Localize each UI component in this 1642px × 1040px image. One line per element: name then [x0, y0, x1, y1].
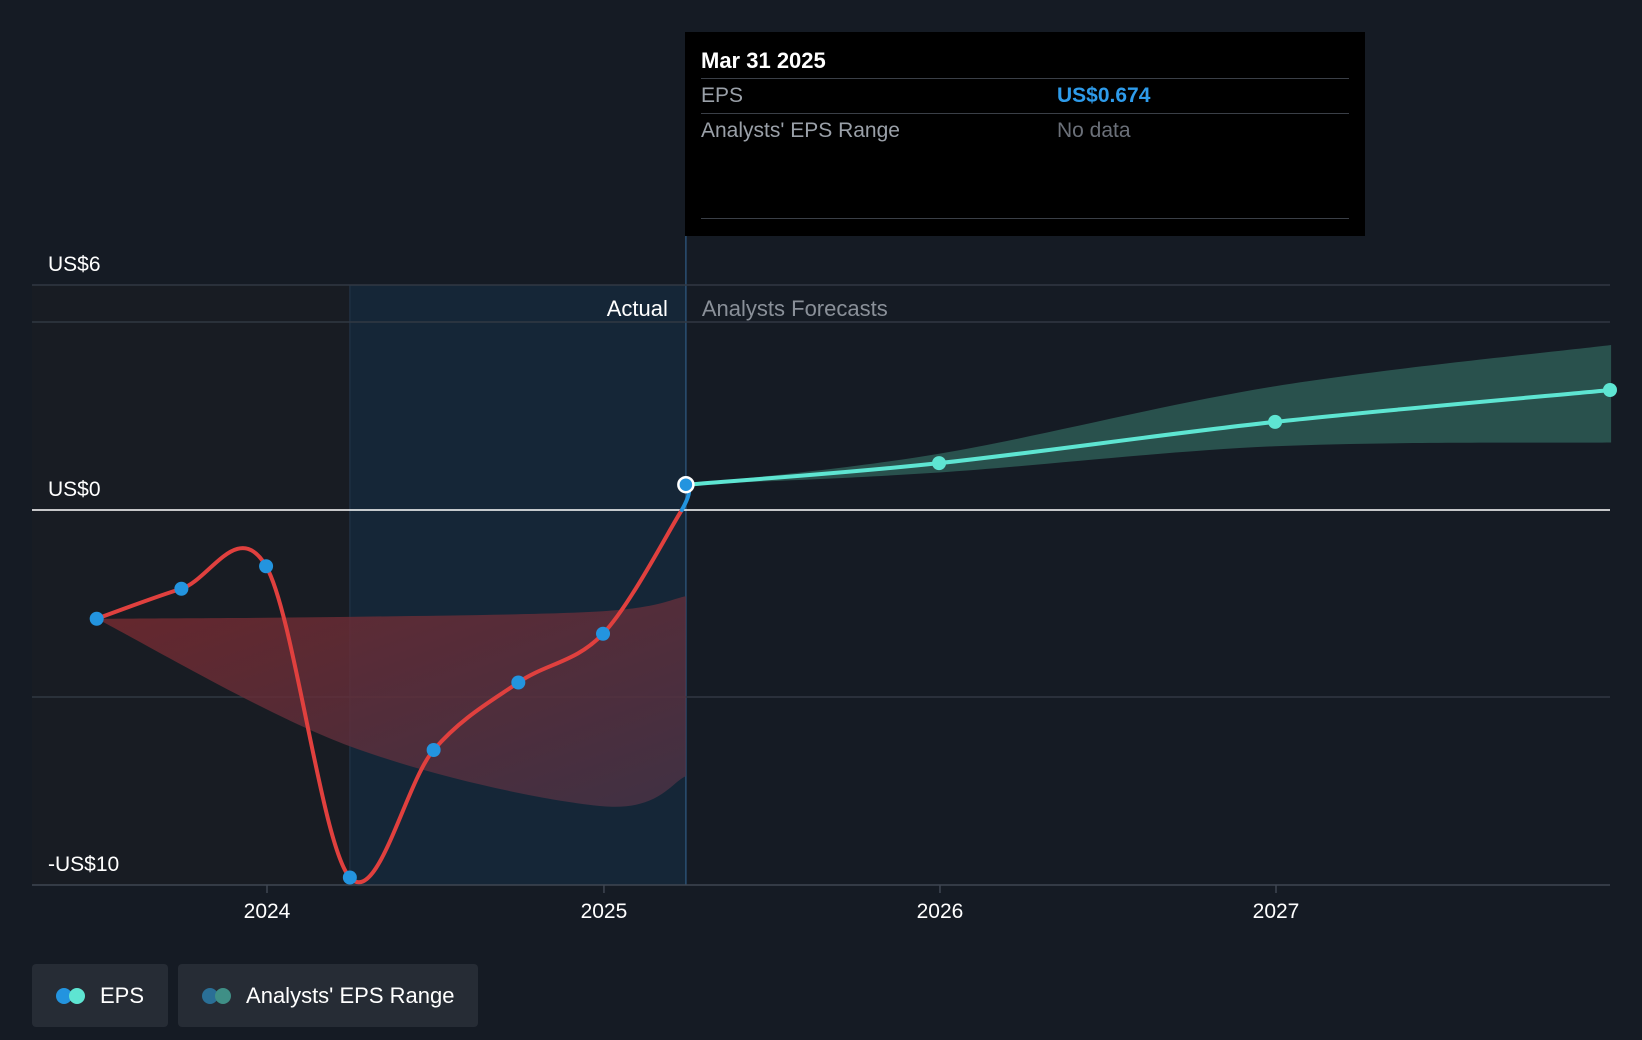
background-layer: [32, 236, 687, 885]
eps-legend-dot-actual: [56, 987, 72, 1004]
eps-forecast-point: [932, 456, 947, 471]
labels-layer: 2024 2025 2026 2027 US$6 US$0 -US$10 Actual Anal…: [48, 253, 1299, 923]
tooltip-eps-row: EPS US$0.674: [701, 78, 1349, 113]
y-tick-label: -US$10: [48, 853, 119, 876]
y-tick-label: US$6: [48, 253, 101, 276]
eps-legend-dot-forecast: [69, 987, 85, 1004]
y-tick-label: US$0: [48, 478, 101, 501]
eps-actual-point: [511, 675, 526, 690]
eps-actual-point: [426, 743, 441, 757]
tooltip-eps-value: US$0.674: [1057, 84, 1151, 107]
legend-eps-label: EPS: [100, 982, 145, 1008]
legend-item-eps[interactable]: EPS: [32, 964, 169, 1027]
eps-actual-point: [174, 581, 189, 596]
chart-legend: EPS Analysts' EPS Range: [32, 964, 479, 1027]
eps-actual-point: [89, 611, 104, 626]
legend-item-eps-range[interactable]: Analysts' EPS Range: [178, 964, 479, 1027]
eps-highlighted-point: [677, 475, 695, 494]
tooltip-divider: [701, 218, 1349, 219]
range-bands-layer: [96, 345, 1612, 807]
x-tick-label: 2027: [1253, 900, 1300, 923]
forecast-region-label: Analysts Forecasts: [702, 296, 888, 321]
eps-actual-point: [259, 559, 274, 574]
tooltip-date: Mar 31 2025: [701, 48, 826, 73]
past-eps-range-band: [96, 596, 686, 807]
forecast-eps-range-band: [685, 345, 1612, 485]
x-tick-label: 2026: [917, 900, 964, 923]
eps-legend-icon: [56, 987, 86, 1004]
eps-actual-point: [342, 870, 357, 885]
x-tick-label: 2025: [581, 900, 628, 923]
range-legend-dot-actual: [202, 987, 219, 1004]
tooltip-range-label: Analysts' EPS Range: [701, 119, 900, 142]
x-tick-label: 2024: [244, 900, 291, 923]
tooltip-range-value: No data: [1057, 119, 1131, 142]
range-legend-dot-forecast: [215, 987, 232, 1004]
eps-forecast-point: [1268, 414, 1283, 429]
eps-points-layer: [89, 383, 1617, 885]
tooltip-eps-label: EPS: [701, 84, 744, 107]
eps-actual-point: [596, 626, 611, 641]
tooltip-range-row: Analysts' EPS Range No data: [701, 113, 1349, 148]
eps-actual-line-negative: [94, 508, 684, 885]
eps-range-legend-icon: [202, 987, 232, 1004]
actual-region-label: Actual: [607, 296, 668, 321]
hover-tooltip: Mar 31 2025 EPS US$0.674 Analysts' EPS R…: [685, 32, 1365, 236]
eps-forecast-point: [1603, 383, 1617, 397]
eps-forecast-line: [683, 388, 1614, 487]
legend-range-label: Analysts' EPS Range: [246, 982, 455, 1008]
